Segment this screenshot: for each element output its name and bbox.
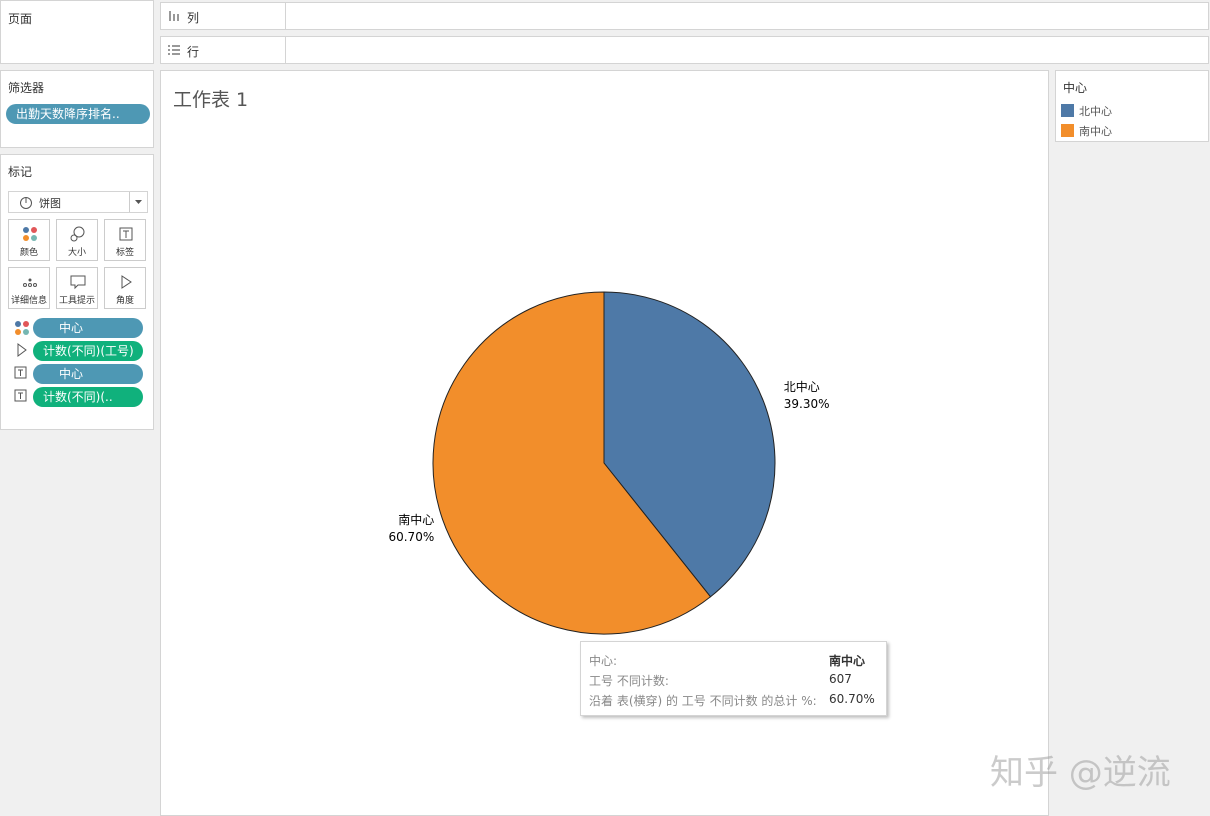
pages-panel: 页面 [0, 0, 154, 64]
columns-shelf[interactable]: 列 [160, 2, 1209, 30]
panel-title: 标记 [8, 165, 33, 179]
icon [70, 226, 85, 242]
divider [129, 192, 130, 212]
columns-icon [169, 11, 179, 21]
tooltip-label: 工号 不同计数: [589, 674, 669, 688]
tooltip-label: 中心: [589, 654, 618, 668]
legend-swatch[interactable] [1061, 124, 1074, 137]
icon [23, 227, 37, 241]
panel-title: 页面 [8, 12, 33, 26]
slice-value: 39.30% [784, 397, 830, 411]
divider [285, 3, 286, 29]
legend: 中心 北中心南中心 [1055, 70, 1209, 142]
size-button[interactable]: 大小 [56, 219, 98, 261]
legend-swatch[interactable] [1061, 104, 1074, 117]
tooltip-button[interactable]: 工具提示 [56, 267, 98, 309]
tooltip-value: 607 [829, 672, 852, 686]
panel-title: 筛选器 [8, 81, 45, 95]
label-icon [14, 366, 27, 379]
slice-category: 北中心 [784, 379, 820, 394]
color-icon [15, 321, 29, 335]
marks-panel: 标记 饼图 颜色 大小 标签 详细信息 工具提示 角度 中心 计数(不同)(工号… [0, 154, 154, 430]
button-label: 详细信息 [10, 296, 47, 306]
pie-slice [603, 291, 776, 598]
angle-icon [17, 343, 27, 357]
button-label: 颜色 [19, 248, 38, 258]
tooltip-label: 沿着 表(横穿) 的 工号 不同计数 的总计 %: [589, 694, 817, 708]
color-button[interactable]: 颜色 [8, 219, 50, 261]
field-pill[interactable]: 计数(不同)(工号) [33, 341, 143, 361]
legend-label[interactable]: 北中心 [1079, 105, 1112, 118]
pie-slice [432, 291, 712, 635]
dropdown-arrow [135, 200, 142, 204]
rows-icon [168, 45, 180, 55]
filter-pill[interactable]: 出勤天数降序排名.. [6, 104, 150, 124]
field-pill[interactable]: 中心 [33, 318, 143, 338]
rows-shelf[interactable]: 行 [160, 36, 1209, 64]
worksheet-title: 工作表 1 [173, 89, 249, 111]
field-pill[interactable]: 中心 [33, 364, 143, 384]
slice-category: 南中心 [398, 512, 434, 527]
button-label: 工具提示 [58, 296, 95, 306]
legend-label[interactable]: 南中心 [1079, 125, 1112, 138]
detail-button[interactable]: 详细信息 [8, 267, 50, 309]
angle-button[interactable]: 角度 [104, 267, 146, 309]
button-label: 标签 [115, 248, 134, 258]
icon [119, 227, 133, 241]
button-label: 角度 [115, 296, 134, 306]
mark-type-dropdown[interactable]: 饼图 [8, 191, 148, 213]
watermark: 知乎 @逆流 [990, 753, 1171, 793]
slice-value: 60.70% [388, 530, 434, 544]
icon [23, 278, 37, 287]
pie-chart: 北中心 39.30% 南中心 60.70% [388, 291, 830, 635]
tooltip: 中心: 南中心 工号 不同计数: 607 沿着 表(横穿) 的 工号 不同计数 … [580, 641, 887, 716]
mark-type: 饼图 [39, 197, 61, 210]
tooltip-value: 南中心 [829, 654, 866, 668]
filters-panel: 筛选器 出勤天数降序排名.. [0, 70, 154, 148]
shelf-label: 行 [187, 45, 200, 59]
tooltip-value: 60.70% [829, 692, 875, 706]
label-button[interactable]: 标签 [104, 219, 146, 261]
pie-icon [20, 197, 32, 209]
icon [121, 275, 132, 289]
button-label: 大小 [67, 248, 86, 258]
label-icon [14, 389, 27, 402]
shelf-label: 列 [187, 11, 200, 25]
icon [70, 275, 86, 290]
legend-title: 中心 [1063, 81, 1088, 95]
divider [285, 37, 286, 63]
field-pill[interactable]: 计数(不同)(.. [33, 387, 143, 407]
